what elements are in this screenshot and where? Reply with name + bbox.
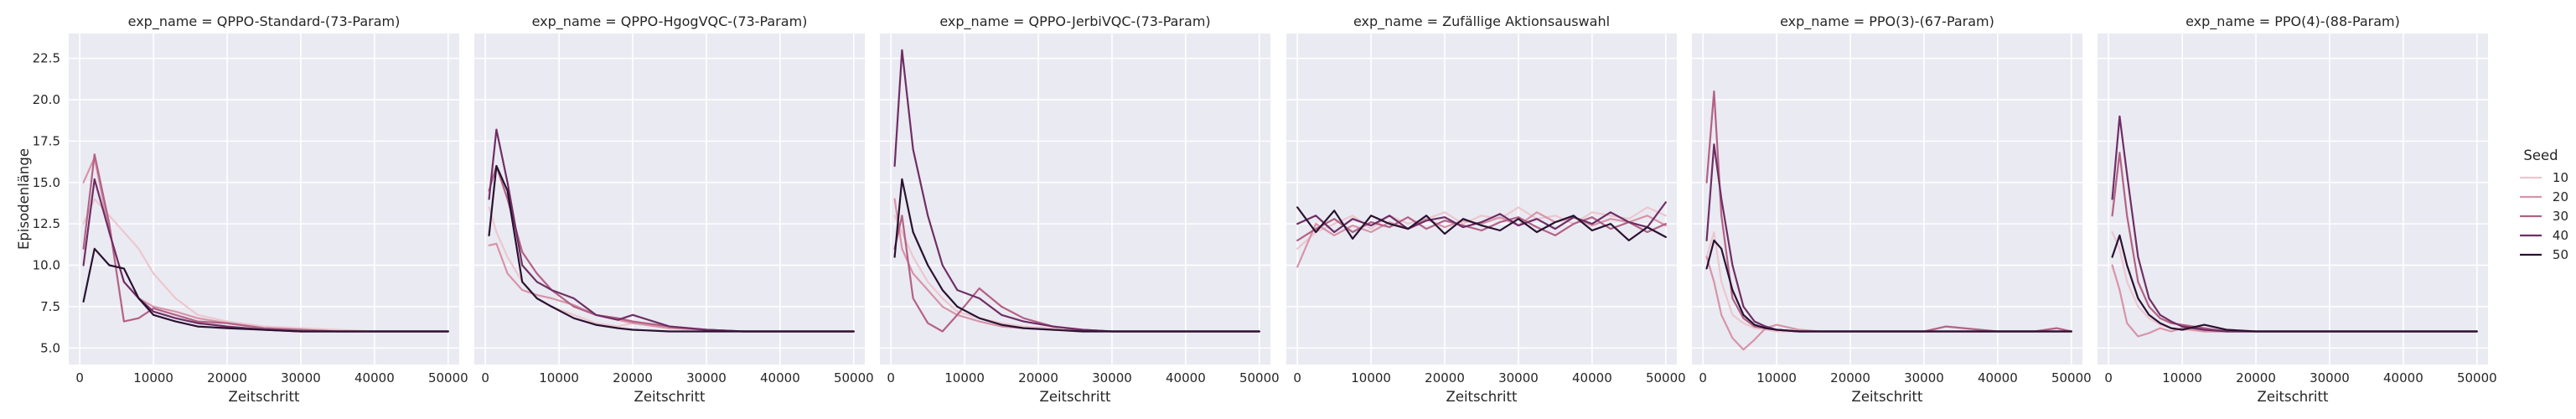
legend-label: 40 — [2553, 228, 2568, 243]
x-axis-label: Zeitschritt — [1040, 389, 1111, 405]
plot-background — [1692, 34, 2082, 365]
x-tick-label: 40000 — [760, 370, 800, 385]
panel-title: exp_name = QPPO-HgogVQC-(73-Param) — [532, 13, 808, 30]
x-tick-label: 20000 — [1425, 370, 1465, 385]
panels: exp_name = QPPO-Standard-(73-Param) 0 1000… — [16, 13, 2497, 405]
x-tick-label: 50000 — [2457, 370, 2497, 385]
legend-item-40: 40 — [2520, 228, 2568, 243]
x-tick-label: 10000 — [944, 370, 985, 385]
series-line-50 — [488, 164, 855, 333]
legend-item-30: 30 — [2520, 209, 2568, 224]
x-tick-label: 40000 — [1572, 370, 1612, 385]
series-line-50 — [82, 247, 449, 333]
series-line-30 — [1296, 216, 1667, 241]
panel-title: exp_name = QPPO-Standard-(73-Param) — [128, 13, 401, 30]
y-tick-label: 10.0 — [33, 258, 60, 273]
legend-item-50: 50 — [2520, 247, 2568, 262]
x-tick-label: 0 — [1293, 370, 1301, 385]
x-tick-label: 20000 — [1830, 370, 1870, 385]
x-tick-label: 30000 — [1904, 370, 1944, 385]
series-line-10 — [1296, 206, 1667, 250]
x-tick-label: 20000 — [2236, 370, 2276, 385]
x-axis-label: Zeitschritt — [1852, 389, 1923, 405]
y-tick-label: 17.5 — [33, 133, 60, 148]
x-tick-label: 50000 — [428, 370, 468, 385]
series-line-50 — [2111, 234, 2478, 333]
x-axis-label: Zeitschritt — [634, 389, 706, 405]
x-tick-label: 40000 — [354, 370, 395, 385]
panel-title: exp_name = PPO(4)-(88-Param) — [2185, 13, 2400, 30]
legend-label: 10 — [2553, 170, 2568, 185]
panel-2: exp_name = QPPO-HgogVQC-(73-Param) 0 10000… — [474, 13, 874, 405]
legend-title: Seed — [2523, 147, 2558, 163]
x-tick-label: 10000 — [539, 370, 579, 385]
plot-background — [1286, 34, 1677, 365]
x-axis-label: Zeitschritt — [2258, 389, 2329, 405]
series-line-50 — [1705, 239, 2072, 333]
x-axis-label: Zeitschritt — [229, 389, 300, 405]
x-tick-label: 20000 — [1018, 370, 1058, 385]
series-line-20 — [1296, 211, 1667, 268]
y-tick-label: 20.0 — [33, 92, 60, 107]
plot-background — [474, 34, 865, 365]
x-tick-label: 30000 — [1092, 370, 1132, 385]
legend-label: 50 — [2553, 247, 2568, 262]
x-tick-label: 0 — [481, 370, 489, 385]
x-tick-label: 0 — [887, 370, 895, 385]
plot-background — [69, 34, 459, 365]
x-tick-label: 0 — [75, 370, 84, 385]
panel-1: exp_name = QPPO-Standard-(73-Param) 0 1000… — [16, 13, 468, 405]
x-tick-label: 20000 — [613, 370, 653, 385]
x-tick-label: 10000 — [1351, 370, 1391, 385]
legend-label: 30 — [2553, 209, 2568, 224]
legend-item-10: 10 — [2520, 170, 2568, 185]
y-tick-label: 7.5 — [40, 299, 60, 314]
legend-label: 20 — [2553, 189, 2568, 204]
x-tick-label: 40000 — [2383, 370, 2423, 385]
panel-title: exp_name = PPO(3)-(67-Param) — [1780, 13, 1994, 30]
x-tick-label: 30000 — [2310, 370, 2350, 385]
plot-background — [2098, 34, 2488, 365]
x-tick-label: 10000 — [2162, 370, 2202, 385]
legend-item-20: 20 — [2520, 189, 2568, 204]
panel-4: exp_name = Zufällige Aktionsauswahl 0 1000… — [1286, 13, 1686, 405]
panel-5: exp_name = PPO(3)-(67-Param) 0 10000 20000 3… — [1692, 13, 2092, 405]
x-tick-label: 30000 — [281, 370, 321, 385]
y-tick-label: 5.0 — [40, 340, 60, 355]
y-tick-label: 15.0 — [33, 175, 60, 190]
series-line-40 — [1296, 201, 1667, 234]
x-tick-label: 0 — [1699, 370, 1707, 385]
series-line-50 — [893, 178, 1260, 333]
panel-6: exp_name = PPO(4)-(88-Param) 0 10000 20000 3… — [2098, 13, 2497, 405]
x-tick-label: 0 — [2104, 370, 2113, 385]
panel-title: exp_name = QPPO-JerbiVQC-(73-Param) — [939, 13, 1210, 30]
x-tick-label: 10000 — [1756, 370, 1797, 385]
legend: Seed 10 20 30 40 50 — [2520, 147, 2568, 262]
x-tick-label: 40000 — [1978, 370, 2018, 385]
panel-3: exp_name = QPPO-JerbiVQC-(73-Param) 0 1000… — [880, 13, 1280, 405]
x-tick-label: 40000 — [1166, 370, 1206, 385]
y-tick-label: 22.5 — [33, 51, 60, 66]
plot-background — [880, 34, 1270, 365]
y-axis-label: Episodenlänge — [16, 148, 32, 250]
x-tick-label: 50000 — [2051, 370, 2092, 385]
x-tick-label: 50000 — [834, 370, 874, 385]
y-tick-label: 12.5 — [33, 216, 60, 231]
panel-title: exp_name = Zufällige Aktionsauswahl — [1353, 13, 1610, 30]
x-tick-label: 30000 — [1498, 370, 1539, 385]
x-tick-label: 10000 — [133, 370, 173, 385]
x-tick-label: 30000 — [686, 370, 727, 385]
x-tick-label: 20000 — [207, 370, 247, 385]
x-tick-label: 50000 — [1239, 370, 1280, 385]
x-axis-label: Zeitschritt — [1446, 389, 1518, 405]
x-tick-label: 50000 — [1646, 370, 1686, 385]
series-line-50 — [1296, 206, 1667, 241]
